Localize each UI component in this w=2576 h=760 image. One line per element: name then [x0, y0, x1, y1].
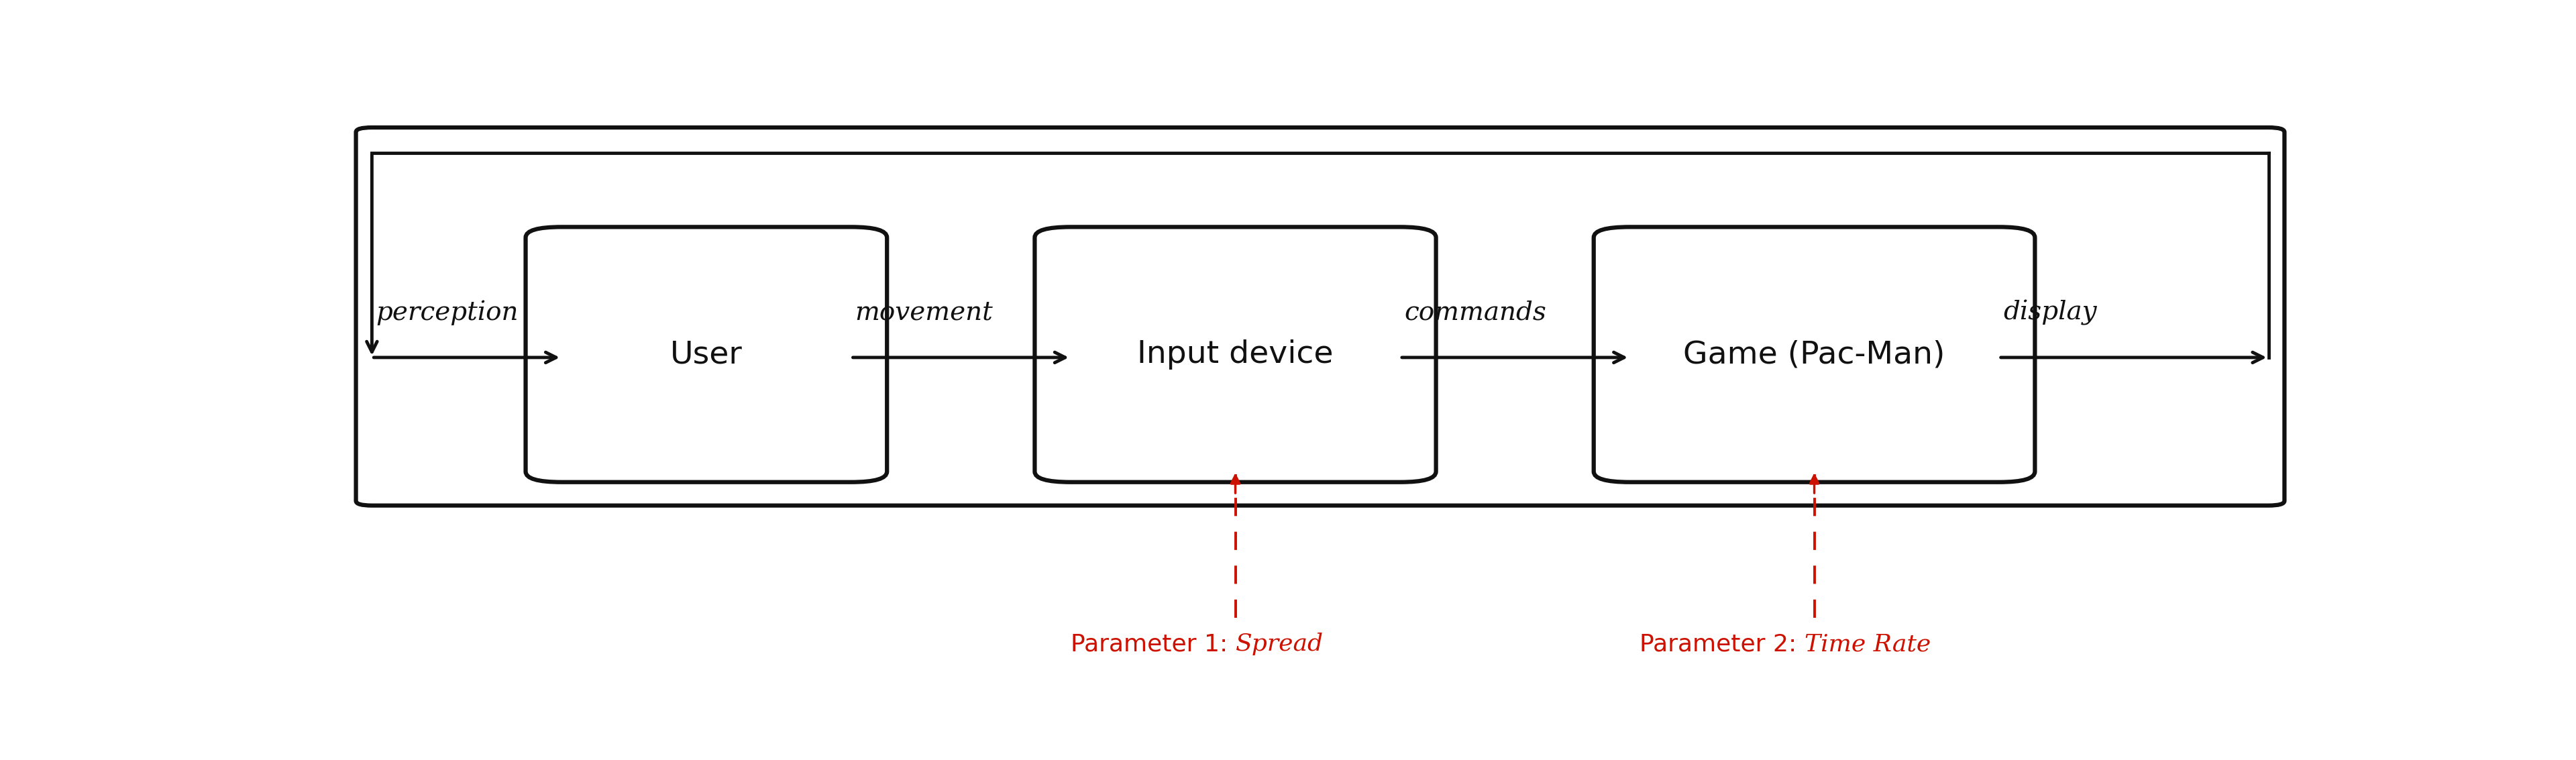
- Text: movement: movement: [855, 300, 994, 325]
- Text: display: display: [2004, 299, 2097, 325]
- Text: Time Rate: Time Rate: [1803, 633, 1932, 656]
- Text: Game (Pac-Man): Game (Pac-Man): [1682, 340, 1945, 369]
- Text: perception: perception: [376, 300, 518, 325]
- FancyBboxPatch shape: [1036, 227, 1435, 482]
- Text: Spread: Spread: [1236, 633, 1324, 656]
- FancyBboxPatch shape: [526, 227, 886, 482]
- Text: Parameter 1:: Parameter 1:: [1072, 633, 1236, 656]
- FancyBboxPatch shape: [355, 128, 2285, 505]
- FancyBboxPatch shape: [1595, 227, 2035, 482]
- Text: User: User: [670, 340, 742, 369]
- Text: commands: commands: [1404, 300, 1546, 325]
- Text: Parameter 2:: Parameter 2:: [1638, 633, 1803, 656]
- Text: Input device: Input device: [1136, 340, 1334, 369]
